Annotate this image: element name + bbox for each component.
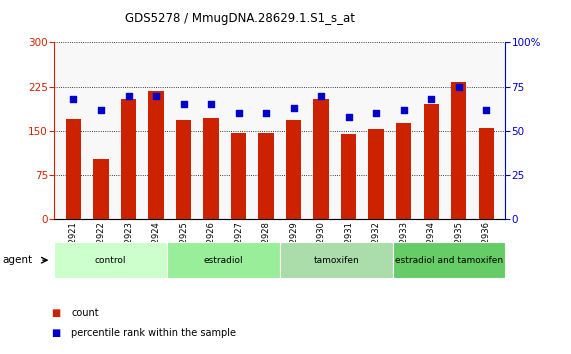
Point — [427, 96, 436, 102]
Bar — [94, 159, 108, 219]
Text: GDS5278 / MmugDNA.28629.1.S1_s_at: GDS5278 / MmugDNA.28629.1.S1_s_at — [125, 12, 355, 25]
Bar — [148, 91, 163, 219]
Text: tamoxifen: tamoxifen — [313, 256, 359, 265]
Point — [316, 93, 325, 98]
Point — [344, 114, 353, 120]
Text: control: control — [95, 256, 126, 265]
Bar — [424, 104, 439, 219]
Bar — [121, 98, 136, 219]
Bar — [396, 123, 411, 219]
Bar — [341, 134, 356, 219]
Point — [372, 110, 381, 116]
Bar — [478, 128, 494, 219]
Text: estradiol and tamoxifen: estradiol and tamoxifen — [395, 256, 503, 265]
Point — [234, 110, 243, 116]
Point — [124, 93, 133, 98]
Text: ■: ■ — [51, 328, 61, 338]
Bar — [66, 119, 81, 219]
Point — [262, 110, 271, 116]
Text: agent: agent — [3, 255, 33, 265]
Bar — [286, 120, 301, 219]
Point — [207, 102, 216, 107]
Point — [399, 107, 408, 113]
Point — [481, 107, 490, 113]
Point — [179, 102, 188, 107]
Point — [151, 93, 160, 98]
Bar — [313, 98, 329, 219]
Bar — [203, 118, 219, 219]
Bar — [231, 133, 246, 219]
Bar — [451, 82, 466, 219]
Bar — [368, 129, 384, 219]
Point — [289, 105, 298, 111]
Bar — [259, 133, 274, 219]
Text: ■: ■ — [51, 308, 61, 318]
Point — [96, 107, 106, 113]
Bar — [176, 120, 191, 219]
Text: count: count — [71, 308, 99, 318]
Point — [454, 84, 463, 90]
Text: percentile rank within the sample: percentile rank within the sample — [71, 328, 236, 338]
Point — [69, 96, 78, 102]
Text: estradiol: estradiol — [204, 256, 243, 265]
